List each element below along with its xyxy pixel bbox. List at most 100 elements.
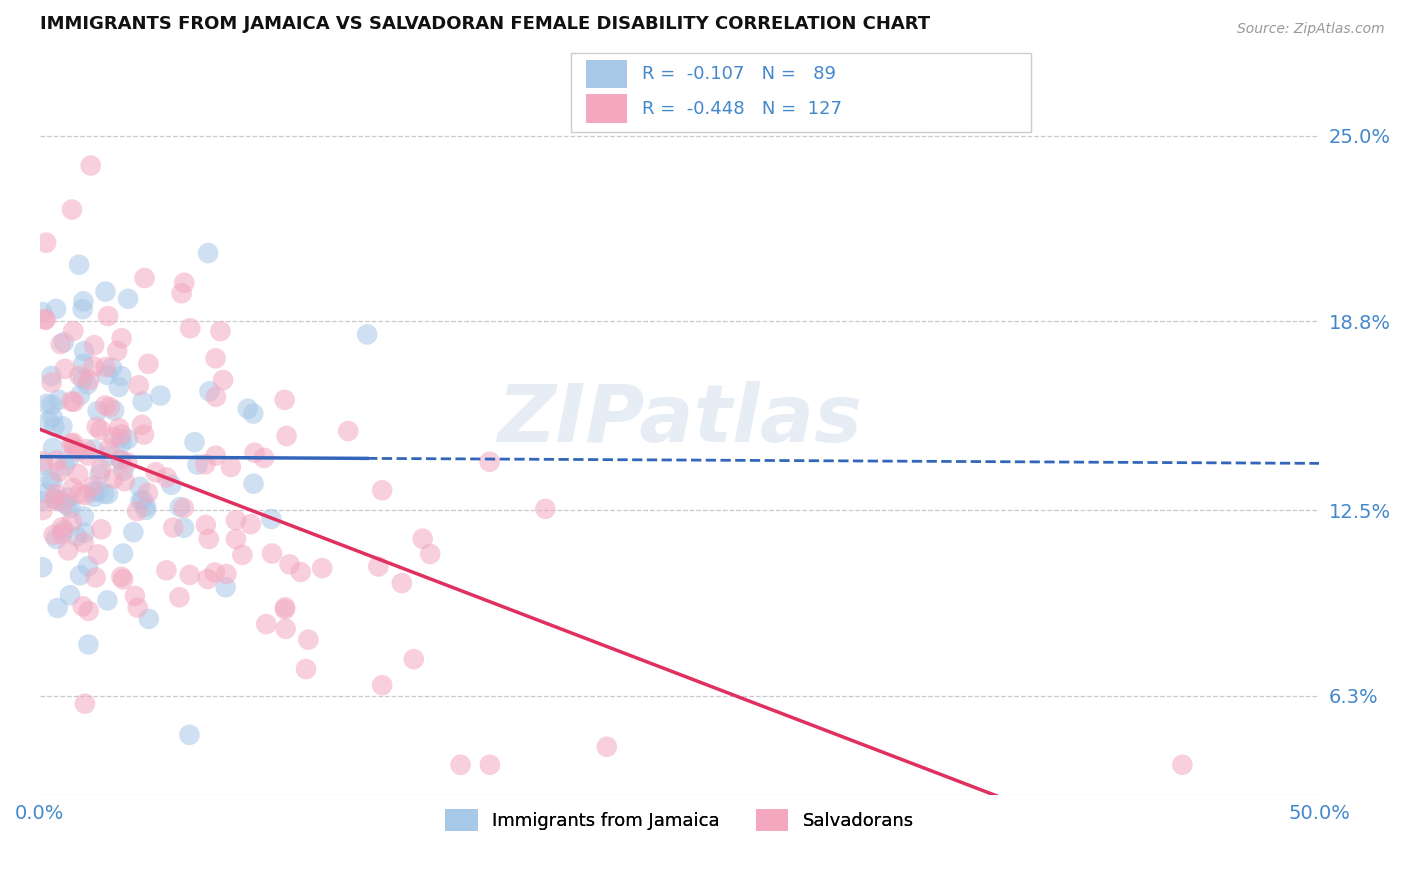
Point [72,302,94,317]
Point [73,525,96,540]
Point [103,430,125,444]
Point [69,486,91,500]
Point [37,414,59,428]
Point [127,600,149,615]
Point [44,491,66,506]
Point [45,487,67,501]
Point [93,487,115,501]
Point [51,419,73,434]
Point [60,202,83,217]
Point [80,159,103,173]
Point [101,360,124,375]
Point [169,500,191,514]
Point [260,512,283,526]
Point [110,369,132,384]
Point [194,517,217,532]
Point [51,527,73,541]
Point [276,429,298,443]
Point [77,638,100,652]
Point [391,576,413,591]
Point [31,503,53,517]
Point [53,524,76,538]
Point [278,558,301,572]
Point [56,543,79,558]
Point [225,532,247,546]
Point [478,455,501,469]
Point [419,547,441,561]
Point [94,399,117,413]
Point [179,728,201,742]
Point [45,532,67,546]
Point [110,453,132,467]
Point [67,444,90,458]
Point [41,398,63,412]
Point [42,528,65,542]
Point [83,338,105,352]
Point [274,600,297,615]
Point [77,604,100,618]
Point [41,410,63,425]
Point [225,513,247,527]
Point [122,525,145,540]
Point [356,327,378,342]
Point [62,324,84,338]
Point [124,589,146,603]
Point [76,377,98,392]
Point [111,331,134,345]
Point [83,490,105,504]
Point [254,617,277,632]
Point [108,421,131,435]
Point [132,427,155,442]
Bar [586,95,627,123]
Point [84,570,107,584]
Point [274,622,297,636]
Point [103,403,125,417]
Point [45,301,67,316]
Point [31,305,53,319]
Point [173,276,195,290]
Point [135,503,157,517]
Point [94,285,117,299]
Point [128,480,150,494]
Point [73,344,96,359]
Point [110,570,132,584]
Point [82,484,104,499]
Point [138,612,160,626]
Point [371,678,394,692]
Point [132,493,155,508]
Point [52,335,75,350]
Point [198,384,221,399]
Point [194,457,217,471]
Point [87,483,110,498]
Point [41,475,63,489]
Point [149,388,172,402]
Point [145,465,167,479]
Point [136,486,159,500]
Point [242,476,264,491]
Point [111,435,134,450]
Point [48,465,70,479]
Point [162,520,184,534]
Point [297,632,319,647]
Point [72,294,94,309]
Point [128,378,150,392]
Point [212,373,235,387]
Point [204,449,226,463]
Text: R =  -0.448   N =  127: R = -0.448 N = 127 [643,100,842,118]
Text: R =  -0.107   N =   89: R = -0.107 N = 89 [643,65,837,83]
Point [35,235,58,250]
Point [215,580,238,594]
Point [209,324,232,338]
Point [63,442,86,456]
Point [86,420,108,434]
Point [62,435,84,450]
Point [90,522,112,536]
Point [97,309,120,323]
Point [534,501,557,516]
Point [173,500,195,515]
Point [112,547,135,561]
Point [156,470,179,484]
Point [69,388,91,402]
Point [67,258,90,272]
Point [1171,757,1194,772]
